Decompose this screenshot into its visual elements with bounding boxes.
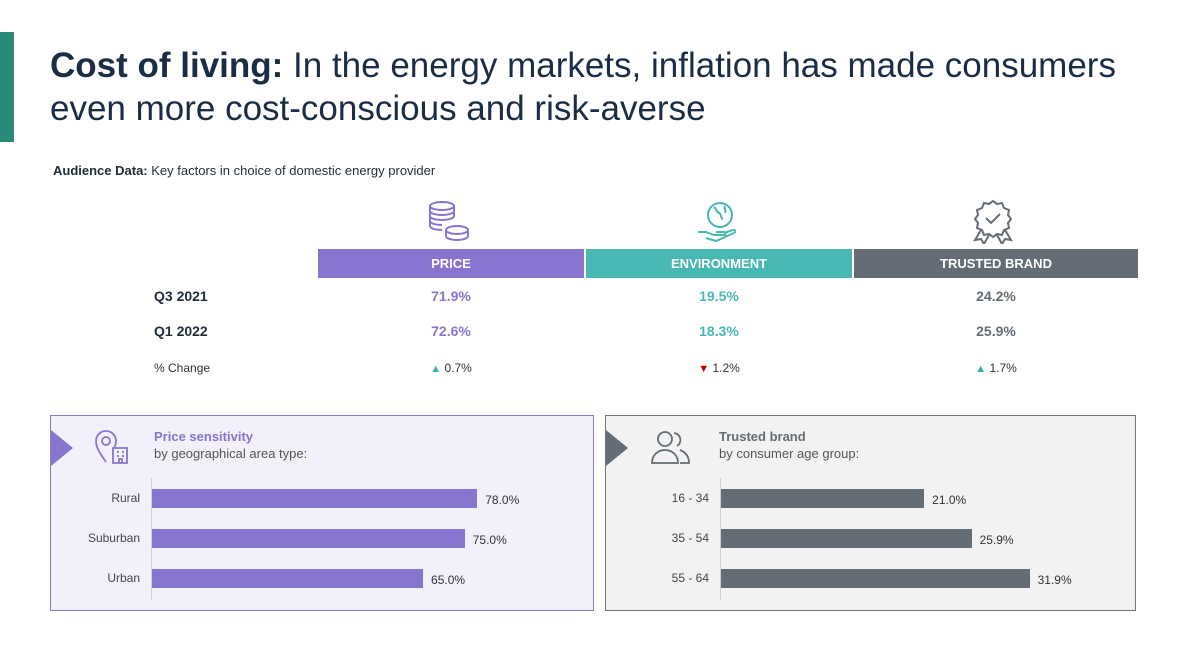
- bar-label: 55 - 64: [671, 571, 709, 585]
- bar: [721, 569, 1030, 588]
- bar-value-label: 25.9%: [979, 533, 1014, 547]
- cell-price-q3-2021: 71.9%: [431, 288, 471, 304]
- cell-brand-q1-2022: 25.9%: [976, 323, 1016, 339]
- title-bold: Cost of living:: [50, 46, 284, 85]
- change-price-value: 0.7%: [444, 361, 472, 375]
- bar: [152, 489, 478, 508]
- row-label-change: % Change: [154, 361, 211, 375]
- change-environment-value: 1.2%: [712, 361, 740, 375]
- accent-bar: [0, 32, 14, 142]
- column-header-price: PRICE: [318, 249, 584, 278]
- arrow-up-icon: ▲: [975, 363, 987, 375]
- bar-value-label: 65.0%: [431, 573, 466, 587]
- bar-label: 35 - 54: [671, 531, 709, 545]
- column-header-environment: ENVIRONMENT: [586, 249, 852, 278]
- cell-price-q1-2022: 72.6%: [431, 323, 471, 339]
- change-brand: ▲ 1.7%: [921, 361, 1071, 375]
- bar-value-label: 78.0%: [485, 493, 520, 507]
- bar-value-label: 75.0%: [472, 533, 507, 547]
- axis-line: [720, 478, 721, 600]
- row-label-q1-2022: Q1 2022: [154, 323, 208, 339]
- column-header-trusted-brand: TRUSTED BRAND: [854, 249, 1138, 278]
- bar-label: Urban: [107, 571, 140, 585]
- bar: [152, 569, 424, 588]
- location-building-icon: [95, 430, 128, 464]
- bar-label: Rural: [111, 491, 140, 505]
- bar-value-label: 31.9%: [1037, 573, 1072, 587]
- cell-environment-q1-2022: 18.3%: [699, 323, 739, 339]
- title-rest: In the energy markets, inflation has mad…: [50, 46, 1116, 128]
- panel-subtitle: by geographical area type:: [154, 446, 308, 461]
- arrow-up-icon: ▲: [430, 363, 442, 375]
- bar-label: 16 - 34: [671, 491, 709, 505]
- trusted-brand-panel: Trusted brand by consumer age group: 16 …: [605, 415, 1136, 611]
- cell-environment-q3-2021: 19.5%: [699, 288, 739, 304]
- bar: [721, 529, 972, 548]
- bar-label: Suburban: [87, 531, 140, 545]
- panel-title: Price sensitivity: [154, 429, 253, 444]
- coins-icon: [429, 201, 469, 242]
- panel-subtitle: by consumer age group:: [719, 446, 860, 461]
- people-icon: [651, 431, 690, 464]
- subtitle-bold: Audience Data:: [53, 163, 148, 178]
- bar: [152, 529, 465, 548]
- award-badge-icon: [973, 199, 1013, 244]
- price-sensitivity-panel: Price sensitivity by geographical area t…: [50, 415, 594, 611]
- page-title: Cost of living: In the energy markets, i…: [50, 44, 1150, 130]
- subtitle-rest: Key factors in choice of domestic energy…: [147, 163, 436, 178]
- arrow-down-icon: ▼: [698, 363, 710, 375]
- panel-arrow: [51, 430, 73, 466]
- panel-title: Trusted brand: [719, 429, 806, 444]
- axis-line: [151, 478, 152, 600]
- change-price: ▲ 0.7%: [376, 361, 526, 375]
- row-label-q3-2021: Q3 2021: [154, 288, 208, 304]
- bar: [721, 489, 925, 508]
- change-environment: ▼ 1.2%: [644, 361, 794, 375]
- bar-value-label: 21.0%: [932, 493, 967, 507]
- globe-hand-icon: [698, 202, 737, 243]
- change-brand-value: 1.7%: [989, 361, 1017, 375]
- panel-arrow: [606, 430, 628, 466]
- subtitle: Audience Data: Key factors in choice of …: [53, 163, 435, 178]
- cell-brand-q3-2021: 24.2%: [976, 288, 1016, 304]
